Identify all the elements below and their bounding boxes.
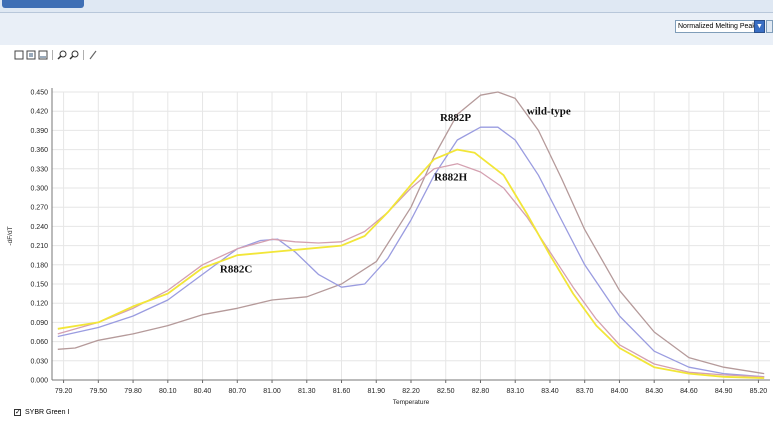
window-tab[interactable] <box>2 0 84 8</box>
x-tick-label: 85.20 <box>750 388 768 395</box>
x-tick-label: 81.00 <box>263 388 281 395</box>
toolbar-divider <box>52 50 53 60</box>
x-tick-label: 84.60 <box>680 388 698 395</box>
y-tick-label: 0.240 <box>30 224 48 231</box>
x-tick-label: 84.90 <box>715 388 733 395</box>
x-tick-label: 81.90 <box>367 388 385 395</box>
title-bar <box>0 0 773 13</box>
y-tick-label: 0.150 <box>30 282 48 289</box>
y-tick-label: 0.270 <box>30 205 48 212</box>
y-tick-label: 0.060 <box>30 339 48 346</box>
y-tick-label: 0.210 <box>30 243 48 250</box>
toolbar-divider <box>83 50 84 60</box>
y-tick-label: 0.390 <box>30 128 48 135</box>
y-tick-label: 0.420 <box>30 109 48 116</box>
x-tick-label: 84.30 <box>645 388 663 395</box>
y-tick-label: 0.030 <box>30 358 48 365</box>
chart-toolbar <box>14 49 98 61</box>
y-tick-label: 0.120 <box>30 301 48 308</box>
x-tick-label: 83.40 <box>541 388 559 395</box>
annotation-label: R882C <box>220 263 252 275</box>
series-line-wild-type <box>57 91 765 375</box>
y-tick-label: 0.300 <box>30 186 48 193</box>
paste-icon[interactable] <box>38 50 48 60</box>
legend-label: SYBR Green I <box>25 409 70 416</box>
y-tick-label: 0.360 <box>30 147 48 154</box>
series-line-r882h <box>57 163 765 378</box>
annotation-label: wild-type <box>527 105 571 117</box>
x-tick-label: 84.00 <box>611 388 629 395</box>
legend-checkbox[interactable]: ✓ <box>14 409 21 416</box>
y-axis-title: -dF/dT <box>7 226 14 245</box>
chevron-down-icon[interactable]: ▼ <box>754 20 765 33</box>
x-tick-label: 79.50 <box>90 388 108 395</box>
y-tick-label: 0.180 <box>30 262 48 269</box>
x-tick-label: 81.30 <box>298 388 316 395</box>
x-tick-label: 83.10 <box>506 388 524 395</box>
x-tick-label: 83.70 <box>576 388 594 395</box>
pencil-icon[interactable] <box>88 50 98 60</box>
y-tick-label: 0.330 <box>30 166 48 173</box>
series-line-r882c <box>57 148 765 379</box>
zoom-out-icon[interactable] <box>69 50 79 60</box>
x-axis-title: Temperature <box>393 399 430 406</box>
y-tick-label: 0.000 <box>30 378 48 385</box>
x-tick-label: 80.40 <box>194 388 212 395</box>
copy-icon[interactable] <box>26 50 36 60</box>
zoom-in-icon[interactable] <box>57 50 67 60</box>
new-icon[interactable] <box>14 50 24 60</box>
x-tick-label: 81.60 <box>333 388 351 395</box>
y-tick-label: 0.450 <box>30 90 48 97</box>
legend: ✓ SYBR Green I <box>14 409 69 416</box>
x-tick-label: 79.20 <box>55 388 73 395</box>
toolbar-area <box>0 13 773 45</box>
series-line-r882p <box>57 126 765 378</box>
x-tick-label: 82.20 <box>402 388 420 395</box>
x-tick-label: 79.80 <box>124 388 142 395</box>
x-tick-label: 80.10 <box>159 388 177 395</box>
x-tick-label: 82.50 <box>437 388 455 395</box>
annotation-label: R882H <box>434 171 467 183</box>
x-tick-label: 82.80 <box>472 388 490 395</box>
x-tick-label: 80.70 <box>229 388 247 395</box>
view-select[interactable]: Normalized Melting Peaks <box>675 20 755 33</box>
y-tick-label: 0.090 <box>30 320 48 327</box>
annotation-label: R882P <box>440 112 471 124</box>
